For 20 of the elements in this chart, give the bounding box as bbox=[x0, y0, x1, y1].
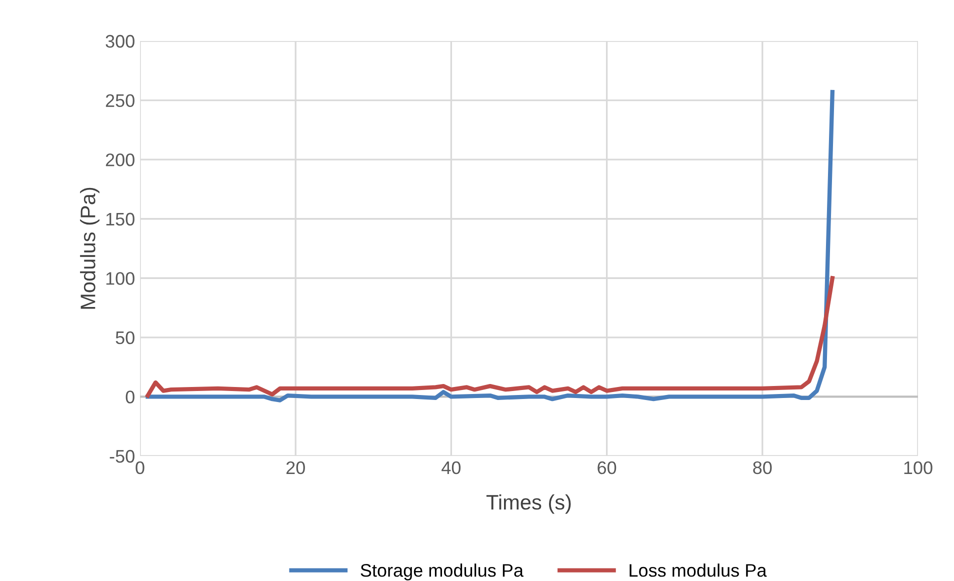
x-tick-label: 0 bbox=[136, 461, 144, 474]
y-tick-label: 100 bbox=[106, 272, 134, 285]
legend-label: Loss modulus Pa bbox=[630, 564, 767, 577]
x-tick-label: 60 bbox=[598, 461, 616, 474]
y-tick-label: 200 bbox=[106, 154, 134, 166]
x-tick-label: 80 bbox=[753, 461, 772, 474]
x-axis-title: Times (s) bbox=[486, 494, 571, 514]
line-series bbox=[146, 276, 835, 398]
x-tick-label: 100 bbox=[904, 461, 932, 474]
y-tick-label: -50 bbox=[110, 450, 134, 463]
x-tick-label: 40 bbox=[442, 461, 461, 474]
y-tick-label: 300 bbox=[106, 34, 134, 48]
y-tick-label: 0 bbox=[126, 390, 134, 404]
legend-label: Storage modulus Pa bbox=[360, 564, 524, 580]
line-series bbox=[146, 90, 835, 402]
y-tick-label: 50 bbox=[116, 331, 134, 344]
y-axis-title: Modulus (Pa) bbox=[80, 188, 100, 309]
y-tick-label: 250 bbox=[106, 94, 134, 108]
y-tick-label: 150 bbox=[106, 212, 134, 226]
x-tick-label: 20 bbox=[286, 461, 305, 474]
